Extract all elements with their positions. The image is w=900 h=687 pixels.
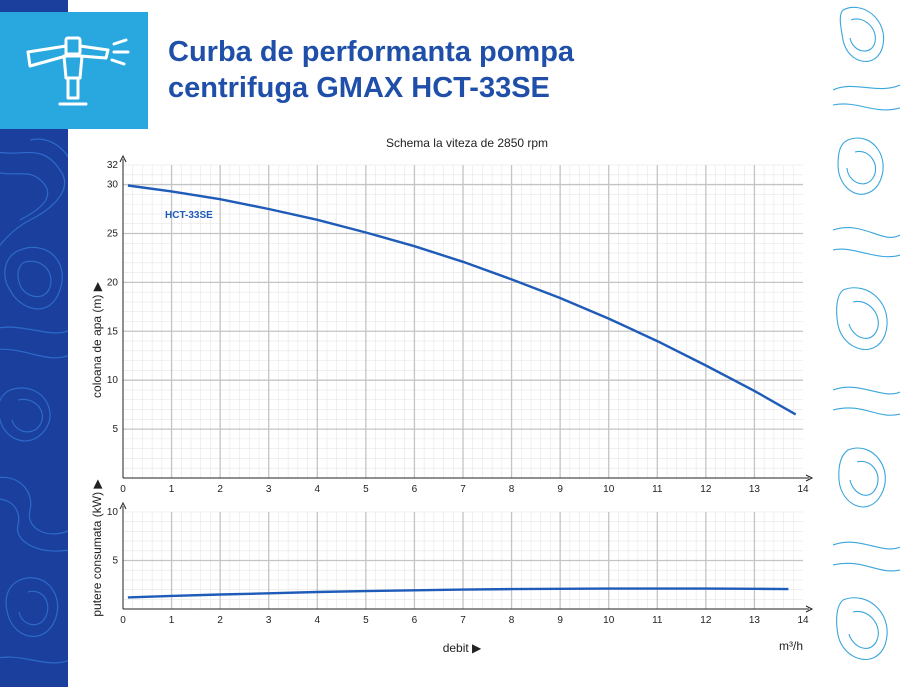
x-tick-label: 4 xyxy=(315,615,321,626)
x-tick-label: 11 xyxy=(652,484,663,495)
series-line-power xyxy=(127,587,789,599)
head-chart-axes xyxy=(119,154,814,482)
power-chart-x-ticks: 0 1 2 3 4 5 6 7 8 9 10 11 12 13 14 xyxy=(120,615,809,626)
x-tick-label: 14 xyxy=(797,615,809,626)
head-chart-y-label: coloana de apa (m) ▶ xyxy=(90,281,104,398)
x-tick-label: 5 xyxy=(363,484,369,495)
head-chart-grid xyxy=(123,164,803,479)
x-tick-label: 7 xyxy=(460,615,466,626)
x-tick-label: 9 xyxy=(557,484,563,495)
power-chart-x-label: debit ▶ xyxy=(443,641,482,655)
y-tick-label: 30 xyxy=(107,180,119,191)
x-tick-label: 11 xyxy=(652,615,663,626)
x-tick-label: 2 xyxy=(217,484,223,495)
power-chart-x-unit: m³/h xyxy=(779,639,803,653)
x-tick-label: 6 xyxy=(412,484,418,495)
power-chart-y-ticks: 5 10 xyxy=(107,507,119,567)
x-tick-label: 5 xyxy=(363,615,369,626)
topographic-pattern-left xyxy=(0,138,68,664)
y-tick-label: 10 xyxy=(107,375,119,386)
series-line-hct-33se xyxy=(127,184,797,416)
x-tick-label: 1 xyxy=(169,484,175,495)
x-tick-label: 13 xyxy=(749,484,761,495)
y-tick-label: 25 xyxy=(107,228,119,239)
y-tick-label: 15 xyxy=(107,326,119,337)
x-tick-label: 9 xyxy=(557,615,563,626)
x-tick-label: 0 xyxy=(120,484,126,495)
page-title-line-1: Curba de performanta pompa xyxy=(168,36,575,68)
x-tick-label: 12 xyxy=(700,615,712,626)
head-chart-x-ticks: 0 1 2 3 4 5 6 7 8 9 10 11 12 13 14 xyxy=(120,484,809,495)
x-tick-label: 10 xyxy=(603,484,615,495)
y-axis-arrow xyxy=(119,154,127,163)
x-tick-label: 3 xyxy=(266,484,272,495)
x-tick-label: 2 xyxy=(217,615,223,626)
page-title-line-2: centrifuga GMAX HCT-33SE xyxy=(168,72,550,104)
y-axis-arrow xyxy=(119,501,127,510)
x-tick-label: 1 xyxy=(169,615,175,626)
power-chart: 0 1 2 3 4 5 6 7 8 9 10 11 12 13 14 510 putere consumat… xyxy=(90,479,814,655)
power-chart-axes xyxy=(119,501,814,613)
x-tick-label: 3 xyxy=(266,615,272,626)
page-title: Curba de performanta pompa centrifuga GM… xyxy=(168,34,818,106)
x-axis-arrow xyxy=(805,605,814,613)
y-tick-label: 10 xyxy=(107,507,119,518)
x-tick-label: 4 xyxy=(315,484,321,495)
x-tick-label: 13 xyxy=(749,615,761,626)
sprinkler-icon xyxy=(26,36,130,106)
x-tick-label: 6 xyxy=(412,615,418,626)
chart-1-title: Schema la viteza de 2850 rpm xyxy=(386,136,548,150)
power-chart-y-label: putere consumata (kW) ▶ xyxy=(90,479,104,617)
y-tick-label: 5 xyxy=(112,424,118,435)
x-tick-label: 12 xyxy=(700,484,712,495)
series-label-hct-33se: HCT-33SE xyxy=(165,210,213,221)
logo-box xyxy=(0,12,148,129)
topographic-pattern-right xyxy=(833,6,900,661)
head-chart-y-ticks: 5 10 15 20 25 30 32 xyxy=(107,160,119,435)
y-tick-label: 32 xyxy=(107,160,119,171)
x-axis-arrow xyxy=(805,474,814,482)
x-tick-label: 7 xyxy=(460,484,466,495)
x-tick-label: 0 xyxy=(120,615,126,626)
x-tick-label: 10 xyxy=(603,615,615,626)
x-tick-label: 8 xyxy=(509,615,515,626)
y-tick-label: 20 xyxy=(107,277,119,288)
x-tick-label: 14 xyxy=(797,484,809,495)
right-decorative-band xyxy=(833,0,900,687)
x-tick-label: 8 xyxy=(509,484,515,495)
y-tick-label: 5 xyxy=(112,556,118,567)
